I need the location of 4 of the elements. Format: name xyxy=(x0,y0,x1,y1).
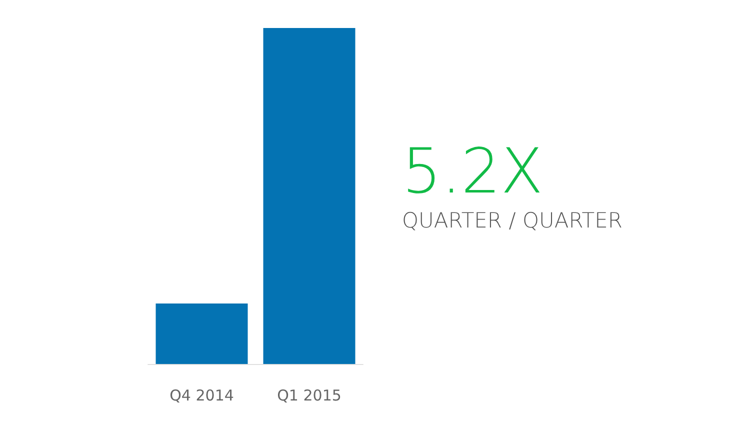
text: 5.2X xyxy=(402,134,544,208)
x-tick-label: Q4 2014 xyxy=(170,386,234,404)
x-tick-label: Q1 2015 xyxy=(277,386,342,404)
text: QUARTER / QUARTER xyxy=(402,208,622,232)
